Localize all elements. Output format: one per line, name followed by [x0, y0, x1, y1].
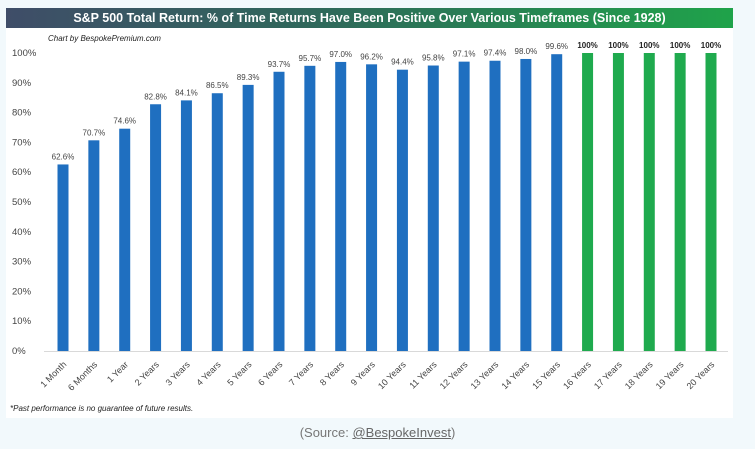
bar — [520, 58, 532, 352]
data-label: 62.6% — [52, 152, 75, 161]
source-prefix: (Source: — [299, 425, 353, 440]
data-label: 74.6% — [113, 117, 136, 126]
x-tick-label: 9 Years — [349, 359, 378, 388]
source-suffix: ) — [450, 425, 456, 440]
x-tick-label: 12 Years — [438, 359, 470, 391]
data-label: 94.4% — [391, 58, 414, 67]
x-tick-label: 8 Years — [318, 359, 347, 388]
x-tick-label: 6 Years — [256, 359, 285, 388]
bar — [57, 164, 69, 351]
bar — [427, 65, 439, 352]
source-line: (Source: @BespokeInvest) — [0, 425, 755, 440]
x-tick-label: 10 Years — [376, 359, 408, 391]
data-label: 95.7% — [299, 54, 322, 63]
bar — [180, 100, 192, 351]
x-tick-label: 11 Years — [407, 359, 439, 391]
source-link[interactable]: @BespokeInvest — [352, 425, 451, 440]
data-label: 97.1% — [453, 50, 476, 59]
bar — [489, 60, 501, 352]
bar — [88, 140, 100, 351]
y-tick-label: 90% — [12, 78, 32, 89]
x-tick-label: 4 Years — [194, 359, 223, 388]
bar — [150, 104, 162, 351]
chart-title: S&P 500 Total Return: % of Time Returns … — [6, 8, 733, 28]
x-tick-label: 7 Years — [287, 359, 316, 388]
data-label: 86.5% — [206, 81, 229, 90]
data-label: 100% — [670, 41, 690, 50]
y-tick-label: 60% — [12, 167, 32, 178]
data-label: 93.7% — [268, 60, 291, 69]
data-label: 82.8% — [144, 92, 167, 101]
footnote: *Past performance is no guarantee of fut… — [10, 404, 194, 413]
y-tick-label: 10% — [12, 316, 32, 327]
x-tick-label: 18 Years — [623, 359, 655, 391]
data-label: 84.1% — [175, 88, 198, 97]
data-label: 100% — [701, 41, 721, 50]
bar — [582, 53, 594, 351]
bar — [366, 64, 378, 351]
bar — [705, 53, 717, 351]
bar — [242, 84, 254, 352]
bar — [612, 53, 624, 351]
bar — [643, 53, 655, 351]
y-tick-label: 30% — [12, 257, 32, 268]
x-tick-label: 13 Years — [469, 359, 501, 391]
x-tick-label: 1 Year — [105, 359, 130, 384]
x-tick-label: 14 Years — [499, 359, 531, 391]
x-tick-label: 17 Years — [592, 359, 624, 391]
bar — [674, 53, 686, 351]
data-label: 100% — [608, 41, 628, 50]
y-tick-label: 50% — [12, 197, 32, 208]
x-tick-label: 3 Years — [164, 359, 193, 388]
data-label: 99.6% — [545, 42, 568, 51]
y-tick-label: 40% — [12, 227, 32, 238]
data-label: 100% — [639, 41, 659, 50]
bar — [273, 71, 285, 352]
x-tick-label: 16 Years — [561, 359, 593, 391]
data-label: 89.3% — [237, 73, 260, 82]
data-label: 96.2% — [360, 52, 383, 61]
data-label: 100% — [577, 41, 597, 50]
bar — [396, 69, 408, 352]
x-tick-label: 20 Years — [685, 359, 717, 391]
data-label: 97.4% — [484, 49, 507, 58]
bar — [211, 93, 223, 351]
bar — [119, 128, 131, 351]
data-label: 95.8% — [422, 54, 445, 63]
bar — [551, 54, 563, 351]
x-tick-label: 6 Months — [66, 359, 100, 393]
x-tick-label: 1 Month — [38, 359, 68, 389]
x-tick-label: 5 Years — [225, 359, 254, 388]
data-label: 98.0% — [515, 47, 538, 56]
y-tick-label: 20% — [12, 286, 32, 297]
y-tick-label: 70% — [12, 137, 32, 148]
data-label: 70.7% — [83, 128, 106, 137]
x-tick-label: 19 Years — [654, 359, 686, 391]
y-tick-label: 80% — [12, 108, 32, 119]
y-tick-label: 0% — [12, 346, 26, 357]
x-tick-label: 2 Years — [133, 359, 162, 388]
y-tick-label: 100% — [12, 48, 37, 59]
x-tick-label: 15 Years — [530, 359, 562, 391]
chart-credit: Chart by BespokePremium.com — [48, 34, 161, 43]
bar — [458, 61, 470, 351]
bar — [304, 65, 316, 352]
data-label: 97.0% — [329, 50, 352, 59]
bar — [335, 61, 347, 351]
